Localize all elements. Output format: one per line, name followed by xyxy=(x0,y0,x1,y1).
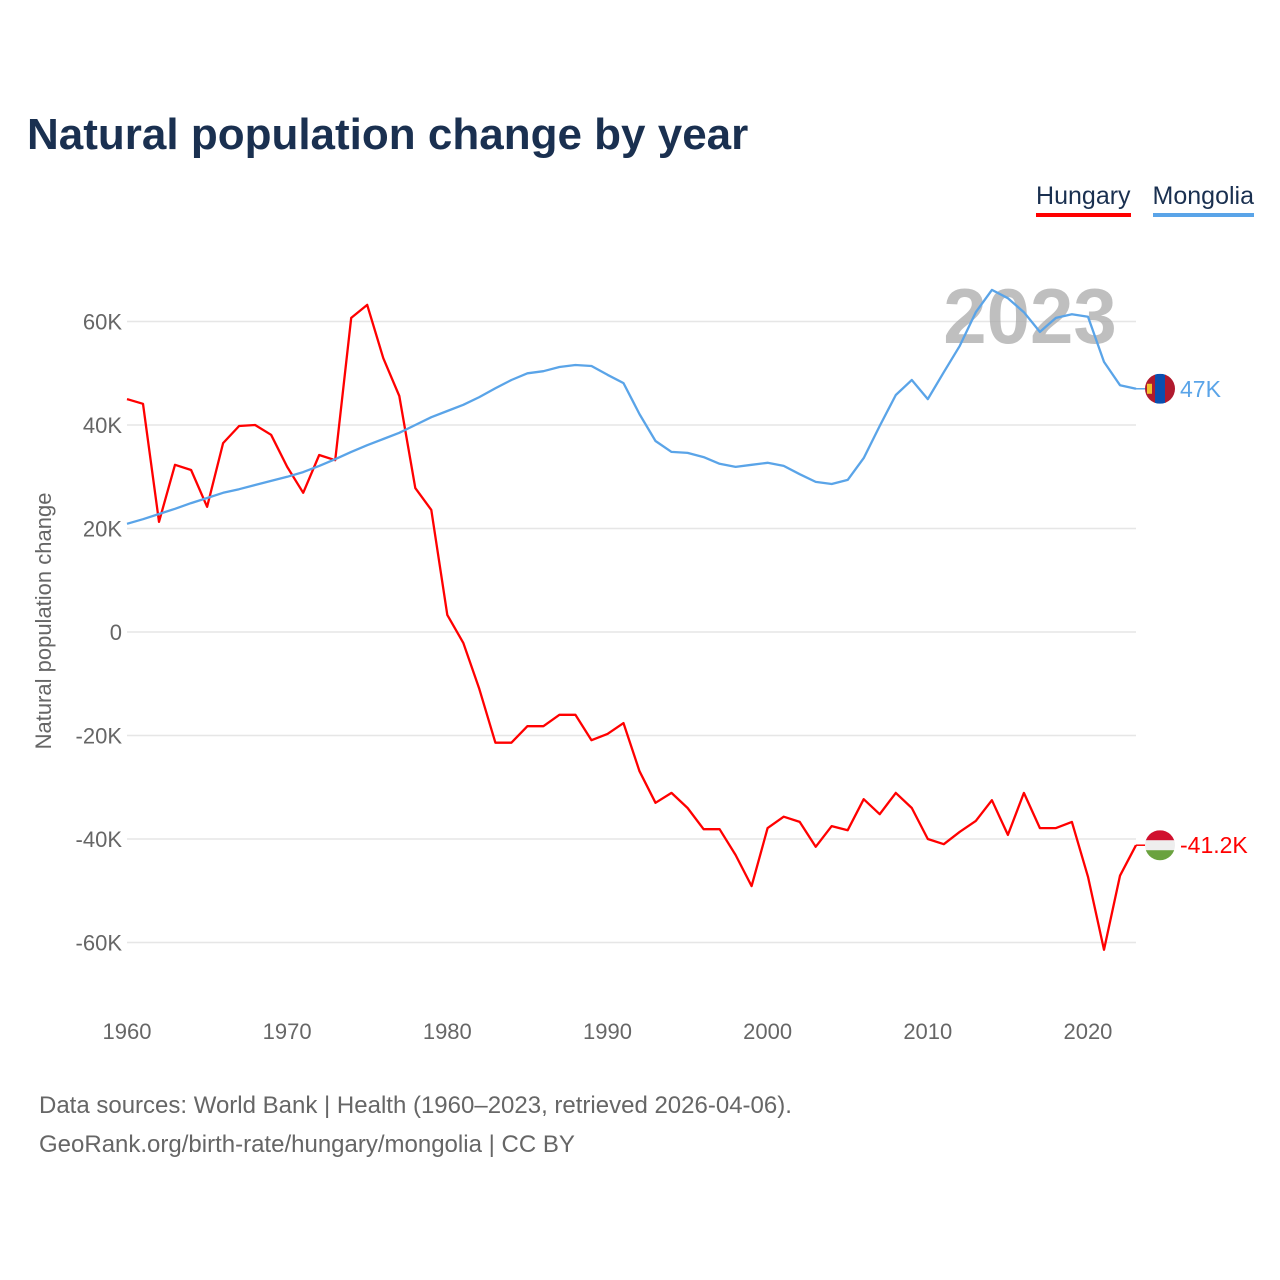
x-tick-label: 1960 xyxy=(103,1019,152,1044)
legend-mongolia[interactable]: Mongolia xyxy=(1152,182,1254,217)
chart-title: Natural population change by year xyxy=(27,110,749,159)
x-tick-label: 1980 xyxy=(423,1019,472,1044)
x-tick-label: 1990 xyxy=(583,1019,632,1044)
legend: Hungary Mongolia xyxy=(1036,182,1254,217)
end-value-label: -41.2K xyxy=(1180,832,1248,858)
legend-hungary[interactable]: Hungary xyxy=(1036,182,1131,217)
y-axis-label: Natural population change xyxy=(31,493,56,750)
series-line-hungary xyxy=(126,303,1138,951)
x-tick-label: 2000 xyxy=(743,1019,792,1044)
hungary-flag-icon xyxy=(1145,830,1175,861)
source-line-1: Data sources: World Bank | Health (1960–… xyxy=(39,1092,792,1119)
x-tick-label: 2010 xyxy=(903,1019,952,1044)
y-tick-label: -40K xyxy=(76,827,123,852)
y-tick-label: 60K xyxy=(83,310,122,335)
y-tick-label: -20K xyxy=(76,724,123,749)
x-tick-label: 2020 xyxy=(1063,1019,1112,1044)
series-line-mongolia xyxy=(126,288,1137,525)
x-tick-label: 1970 xyxy=(263,1019,312,1044)
source-note: Data sources: World Bank | Health (1960–… xyxy=(39,1086,792,1164)
y-tick-label: 40K xyxy=(83,413,122,438)
mongolia-flag-icon xyxy=(1145,373,1175,404)
y-tick-label: 20K xyxy=(83,517,122,542)
source-line-2[interactable]: GeoRank.org/birth-rate/hungary/mongolia … xyxy=(39,1131,575,1158)
year-watermark: 2023 xyxy=(943,272,1117,360)
y-tick-label: 0 xyxy=(110,620,122,645)
y-tick-label: -60K xyxy=(76,931,123,956)
end-value-label: 47K xyxy=(1180,376,1222,402)
